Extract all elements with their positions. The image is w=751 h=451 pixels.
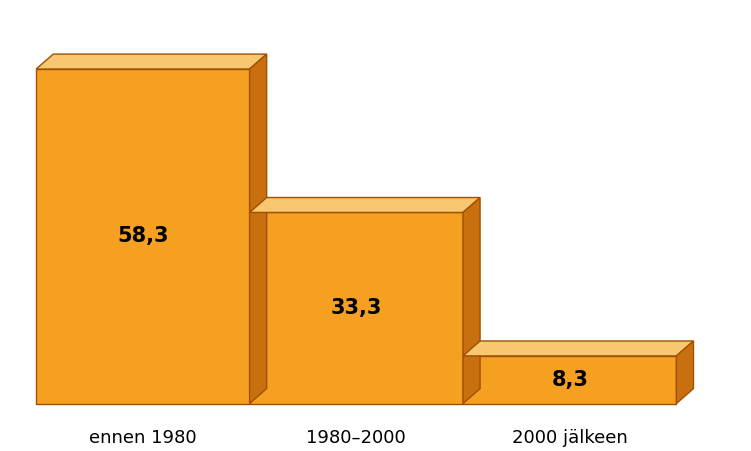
Polygon shape — [463, 198, 480, 404]
Text: 8,3: 8,3 — [551, 370, 588, 390]
Polygon shape — [463, 356, 677, 404]
Polygon shape — [249, 198, 480, 212]
Polygon shape — [36, 54, 267, 69]
Polygon shape — [249, 212, 463, 404]
Text: 1980–2000: 1980–2000 — [306, 429, 406, 447]
Polygon shape — [36, 69, 249, 404]
Text: 2000 jälkeen: 2000 jälkeen — [512, 429, 628, 447]
Polygon shape — [677, 341, 693, 404]
Polygon shape — [249, 54, 267, 404]
Text: ennen 1980: ennen 1980 — [89, 429, 197, 447]
Polygon shape — [463, 341, 693, 356]
Text: 33,3: 33,3 — [330, 298, 382, 318]
Text: 58,3: 58,3 — [117, 226, 169, 246]
